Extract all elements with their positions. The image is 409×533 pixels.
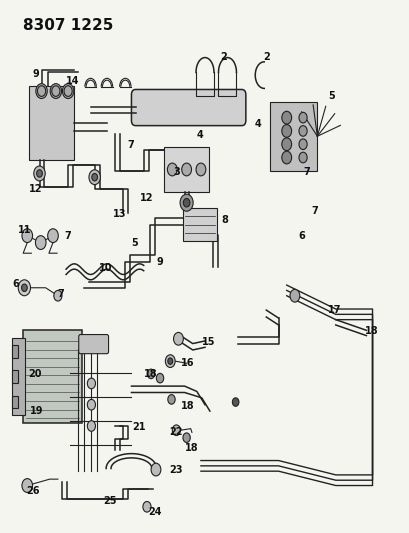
Text: 9: 9 xyxy=(156,257,163,267)
Text: 7: 7 xyxy=(310,206,317,216)
Circle shape xyxy=(36,169,42,177)
Text: 16: 16 xyxy=(181,358,194,368)
Bar xyxy=(12,395,18,408)
Circle shape xyxy=(143,502,151,512)
Text: 20: 20 xyxy=(29,369,42,379)
Bar xyxy=(23,330,82,423)
Text: 13: 13 xyxy=(112,209,126,220)
Circle shape xyxy=(298,126,306,136)
Circle shape xyxy=(196,163,205,176)
Text: 18: 18 xyxy=(181,401,194,411)
Circle shape xyxy=(281,138,291,151)
Text: 7: 7 xyxy=(302,167,309,177)
Circle shape xyxy=(173,333,183,345)
Circle shape xyxy=(156,373,163,383)
Text: 5: 5 xyxy=(328,91,334,101)
Text: 9: 9 xyxy=(32,69,39,79)
Text: 15: 15 xyxy=(201,337,214,347)
Circle shape xyxy=(281,125,291,138)
Text: 17: 17 xyxy=(327,305,341,315)
Text: 2: 2 xyxy=(220,52,226,61)
Text: 21: 21 xyxy=(132,422,145,432)
Text: 19: 19 xyxy=(30,406,43,416)
Text: 24: 24 xyxy=(148,507,162,517)
Circle shape xyxy=(18,280,30,296)
Text: 12: 12 xyxy=(29,184,42,195)
FancyBboxPatch shape xyxy=(131,90,245,126)
Circle shape xyxy=(47,229,58,243)
Circle shape xyxy=(182,433,190,442)
Text: 25: 25 xyxy=(103,496,117,506)
Bar xyxy=(270,102,317,171)
Text: 3: 3 xyxy=(173,167,179,177)
Text: 6: 6 xyxy=(298,231,305,241)
Text: 12: 12 xyxy=(140,193,153,204)
Circle shape xyxy=(87,421,95,431)
Text: 18: 18 xyxy=(184,443,198,453)
Circle shape xyxy=(36,84,47,99)
Circle shape xyxy=(89,169,100,184)
Circle shape xyxy=(22,229,32,243)
Circle shape xyxy=(298,112,306,123)
Circle shape xyxy=(165,355,175,368)
Text: 10: 10 xyxy=(99,263,112,272)
Circle shape xyxy=(289,289,299,302)
Text: 4: 4 xyxy=(196,130,203,140)
Bar xyxy=(182,208,217,241)
Circle shape xyxy=(50,84,61,99)
Text: 14: 14 xyxy=(65,77,79,86)
FancyBboxPatch shape xyxy=(79,335,108,354)
Circle shape xyxy=(62,84,74,99)
Circle shape xyxy=(92,173,97,181)
Circle shape xyxy=(298,152,306,163)
Text: 8307 1225: 8307 1225 xyxy=(23,18,113,33)
Text: 22: 22 xyxy=(169,427,182,438)
Bar xyxy=(12,338,25,415)
Text: 23: 23 xyxy=(169,465,182,474)
Bar xyxy=(12,370,18,383)
Circle shape xyxy=(281,111,291,124)
Text: 4: 4 xyxy=(254,119,261,129)
Text: 18: 18 xyxy=(364,326,378,336)
Circle shape xyxy=(22,479,32,492)
Bar xyxy=(164,147,209,192)
Bar xyxy=(12,345,18,358)
Text: 8: 8 xyxy=(220,215,227,225)
Circle shape xyxy=(34,166,45,181)
Text: 2: 2 xyxy=(262,52,269,61)
Circle shape xyxy=(167,358,172,365)
Circle shape xyxy=(54,290,62,301)
Circle shape xyxy=(147,369,154,378)
Text: 18: 18 xyxy=(144,369,157,379)
Circle shape xyxy=(35,236,46,249)
Text: 6: 6 xyxy=(13,279,20,288)
Circle shape xyxy=(22,284,27,292)
Text: 26: 26 xyxy=(26,486,39,496)
Circle shape xyxy=(183,198,189,207)
Circle shape xyxy=(298,139,306,150)
Circle shape xyxy=(172,425,180,435)
Circle shape xyxy=(87,399,95,410)
Circle shape xyxy=(167,394,175,404)
Text: 7: 7 xyxy=(65,231,71,241)
Circle shape xyxy=(232,398,238,406)
Bar xyxy=(29,86,74,160)
Circle shape xyxy=(151,463,160,476)
Circle shape xyxy=(180,194,193,211)
Text: 11: 11 xyxy=(18,225,31,236)
Circle shape xyxy=(281,151,291,164)
Text: 7: 7 xyxy=(127,140,134,150)
Circle shape xyxy=(181,163,191,176)
Circle shape xyxy=(167,163,177,176)
Text: 5: 5 xyxy=(131,238,138,247)
Text: 7: 7 xyxy=(58,289,64,299)
Circle shape xyxy=(87,378,95,389)
